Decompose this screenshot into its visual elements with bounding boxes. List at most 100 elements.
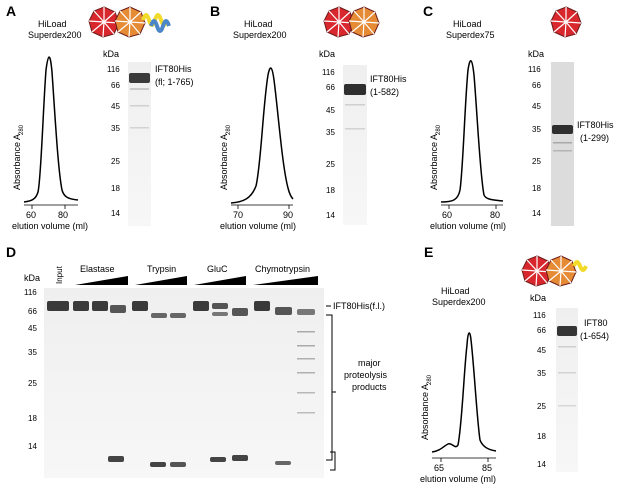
products-bracket	[326, 314, 336, 461]
protein-cartoon	[323, 6, 380, 38]
gel-band	[558, 372, 576, 374]
lane-label: Elastase	[80, 264, 115, 274]
absorbance-axis-label: Absorbance A 280	[219, 124, 232, 190]
marker-label: 25	[532, 157, 541, 166]
panel-letter: B	[210, 3, 220, 19]
panel-d: D kDa Input Elastase Trypsin GluC Chymot…	[6, 244, 388, 478]
gel-band	[552, 125, 573, 134]
marker-label: 116	[533, 311, 546, 320]
gel-band	[345, 128, 365, 130]
absorbance-axis-label: Absorbance A 280	[429, 124, 442, 190]
gel-band	[130, 127, 149, 129]
marker-label: 66	[111, 81, 120, 90]
column-label: Superdex75	[446, 30, 495, 40]
gel-band	[558, 346, 576, 348]
gel-band	[92, 301, 108, 311]
beta-propeller-2	[545, 255, 577, 287]
ylabel-sub: 280	[427, 374, 433, 385]
marker-label: 18	[111, 184, 120, 193]
lane-label-input: Input	[55, 265, 64, 284]
marker-label: 116	[107, 65, 120, 74]
beta-propeller-2	[114, 6, 146, 38]
lane-label: Input	[55, 265, 64, 284]
marker-label: 25	[28, 379, 37, 388]
marker-label: 35	[537, 369, 546, 378]
gel-protein-label: IFT80His	[577, 120, 614, 130]
protein-cartoon	[550, 6, 582, 38]
x-axis	[24, 204, 78, 209]
x-tick: 90	[283, 210, 293, 220]
gel-band	[47, 301, 69, 311]
marker-label: 66	[326, 83, 335, 92]
gel-band	[297, 345, 315, 347]
gel-band	[558, 405, 576, 407]
ylabel-main: Absorbance A	[219, 134, 229, 190]
kda-label: kDa	[528, 49, 544, 59]
marker-label: 116	[322, 68, 335, 77]
gel-band	[108, 456, 124, 462]
marker-label: 25	[326, 160, 335, 169]
kda-label: kDa	[319, 49, 335, 59]
alpha-helical-domain	[149, 19, 171, 33]
marker-label: 18	[532, 184, 541, 193]
x-axis-label: elution volume (ml)	[12, 221, 88, 231]
column-label: Superdex200	[432, 297, 486, 307]
x-axis-label: elution volume (ml)	[420, 474, 496, 484]
gel-band	[297, 372, 315, 374]
marker-label: 45	[532, 102, 541, 111]
marker-label: 35	[28, 348, 37, 357]
marker-labels: 116 66 45 35 25 18 14	[533, 311, 546, 469]
beta-propeller-1	[88, 6, 120, 38]
ylabel-sub: 280	[226, 124, 232, 135]
marker-labels: 116 66 45 35 25 18 14	[107, 65, 120, 218]
marker-label: 66	[537, 326, 546, 335]
x-axis	[231, 204, 293, 209]
chromatogram-trace	[23, 56, 79, 203]
gel-band	[345, 104, 365, 106]
gel-band	[151, 313, 167, 318]
kda-label: kDa	[103, 49, 119, 59]
marker-label: 45	[326, 106, 335, 115]
marker-label: 18	[537, 432, 546, 441]
marker-label: 45	[111, 102, 120, 111]
gel-band	[297, 412, 315, 414]
gel-lane	[551, 62, 574, 226]
marker-labels: 116 66 45 35 25 18 14	[528, 65, 541, 218]
panel-letter: E	[424, 244, 433, 260]
x-tick: 60	[442, 210, 452, 220]
gel-construct-label: (fl; 1-765)	[155, 77, 194, 87]
gel-band	[297, 392, 315, 394]
gel-band	[212, 312, 228, 316]
beta-propeller-2	[348, 6, 380, 38]
x-axis-label: elution volume (ml)	[220, 221, 296, 231]
x-axis-label: elution volume (ml)	[430, 221, 506, 231]
marker-label: 25	[111, 157, 120, 166]
gel-lane	[556, 308, 578, 472]
gel-band	[344, 84, 366, 95]
marker-label: 14	[326, 211, 335, 220]
protein-cartoon	[88, 6, 171, 38]
ylabel-main: Absorbance A	[12, 134, 22, 190]
kda-label: kDa	[24, 273, 40, 283]
gel-band	[232, 308, 248, 316]
gel-band	[170, 313, 186, 318]
marker-labels: 116 66 45 35 25 18 14	[24, 288, 37, 451]
panel-letter: C	[423, 3, 433, 19]
marker-label: 35	[532, 125, 541, 134]
concentration-wedge	[135, 276, 187, 285]
column-label: Superdex200	[233, 30, 287, 40]
products-bracket	[330, 451, 336, 471]
x-axis	[441, 204, 503, 209]
gel-band	[73, 301, 89, 311]
column-label: HiLoad	[244, 19, 273, 29]
gel-band	[130, 105, 149, 107]
products-label: products	[352, 382, 387, 392]
gel-band	[553, 150, 572, 152]
lane-label: GluC	[207, 264, 228, 274]
panel-c: C HiLoad Superdex75 Absorbance A 280 60 …	[423, 3, 614, 231]
gel-band	[232, 455, 248, 461]
marker-label: 66	[532, 81, 541, 90]
marker-label: 14	[537, 460, 546, 469]
gel-band	[150, 462, 166, 467]
